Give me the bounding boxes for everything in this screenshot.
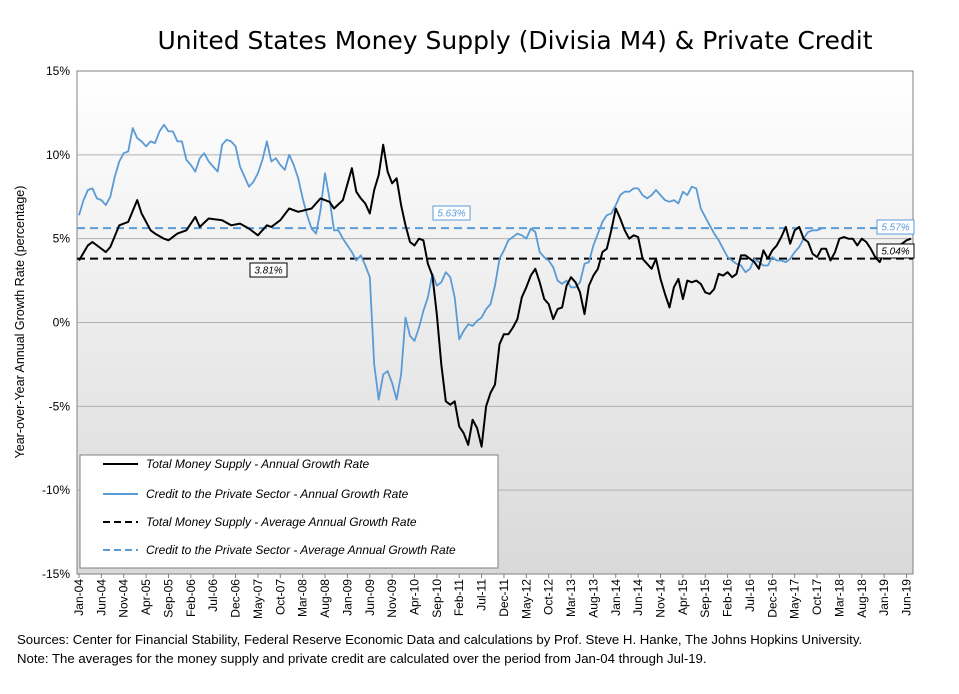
x-tick-label: Apr-10 (407, 579, 421, 615)
legend: Total Money Supply - Annual Growth Rate C… (79, 454, 499, 569)
x-tick-label: Mar-18 (832, 579, 846, 617)
average-labels: 5.63% 3.81% 5.57% 5.04% (249, 205, 915, 278)
money-average-label-box (249, 262, 288, 278)
y-tick-label: -15% (42, 567, 70, 581)
x-tick-label: Jun-09 (363, 579, 377, 616)
x-tick-label: Feb-06 (184, 579, 198, 617)
x-tick-label: Oct-07 (273, 579, 287, 615)
legend-box (79, 454, 499, 569)
legend-label: Credit to the Private Sector - Average A… (146, 543, 456, 557)
note-text: Note: The averages for the money supply … (17, 651, 707, 666)
credit-average-label-text: 5.63% (437, 209, 465, 220)
x-tick-label: May-17 (788, 579, 802, 619)
x-tick-label: Feb-11 (452, 579, 466, 616)
x-tick-label: Sep-05 (161, 579, 175, 618)
sources-text: Sources: Center for Financial Stability,… (17, 632, 863, 647)
y-tick-label: 15% (46, 64, 70, 78)
x-tick-label: May-07 (251, 579, 265, 619)
footer: Sources: Center for Financial Stability,… (17, 630, 862, 668)
money-average-label: 3.81% (249, 262, 288, 278)
x-tick-label: Apr-15 (676, 579, 690, 615)
y-tick-label: -10% (42, 483, 70, 497)
x-tick-label: Dec-06 (229, 579, 243, 618)
chart-title: United States Money Supply (Divisia M4) … (157, 26, 872, 55)
money-end-label: 5.04% (876, 243, 915, 259)
x-tick-label: Sep-10 (430, 579, 444, 618)
x-tick-label: Nov-09 (385, 579, 399, 618)
legend-label: Total Money Supply - Annual Growth Rate (146, 457, 370, 471)
x-tick-label: Jun-19 (900, 579, 914, 616)
y-tick-label: -5% (49, 399, 71, 413)
x-tick-label: Feb-16 (721, 579, 735, 617)
x-tick-label: Mar-13 (564, 579, 578, 617)
x-tick-label: Oct-12 (542, 579, 556, 615)
legend-label: Total Money Supply - Average Annual Grow… (146, 515, 417, 529)
y-tick-label: 0% (53, 316, 71, 330)
x-tick-label: Aug-13 (586, 579, 600, 618)
money-end-label-box (876, 243, 915, 259)
x-tick-label: Jun-04 (94, 579, 108, 616)
credit-average-label: 5.63% (432, 205, 471, 221)
x-tick-label: Mar-08 (296, 579, 310, 617)
x-tick-label: Sep-15 (698, 579, 712, 618)
x-tick-label: Jan-19 (877, 579, 891, 616)
x-tick-label: Jan-09 (340, 579, 354, 616)
x-tick-label: Jan-14 (609, 579, 623, 616)
x-tick-label: Nov-14 (654, 579, 668, 618)
credit-end-label: 5.57% (876, 219, 915, 235)
x-tick-label: Jul-06 (206, 579, 220, 612)
x-tick-label: Aug-08 (318, 579, 332, 618)
credit-end-label-box (876, 219, 915, 235)
x-tick-label: Oct-17 (810, 579, 824, 615)
credit-end-label-text: 5.57% (881, 223, 909, 234)
x-tick-label: Apr-05 (139, 579, 153, 615)
private-credit-growth-line (78, 123, 822, 401)
x-axis: Jan-04 Jun-04 Nov-04 Apr-05 Sep-05 Feb-06 Jul-… (72, 574, 914, 619)
x-tick-label: Nov-04 (117, 579, 131, 618)
x-tick-label: Jan-04 (72, 579, 86, 616)
y-tick-label: 5% (53, 232, 71, 246)
credit-average-label-box (432, 205, 471, 221)
money-end-label-text: 5.04% (881, 247, 909, 258)
y-axis: -15% -10% -5% 0% 5% 10% 15% (42, 64, 70, 581)
x-tick-label: Dec-11 (497, 579, 511, 617)
money-supply-growth-line (78, 143, 912, 448)
money-average-label-text: 3.81% (254, 266, 282, 277)
x-tick-label: Jul-11 (475, 579, 489, 611)
y-tick-label: 10% (46, 148, 70, 162)
x-tick-label: Dec-16 (765, 579, 779, 618)
x-tick-label: Jun-14 (631, 579, 645, 616)
legend-label: Credit to the Private Sector - Annual Gr… (146, 487, 409, 501)
x-tick-label: Jul-16 (743, 579, 757, 612)
series-layer (77, 123, 913, 448)
y-axis-title: Year-over-Year Annual Growth Rate (perce… (13, 186, 27, 459)
x-tick-label: Aug-18 (855, 579, 869, 618)
x-tick-label: May-12 (519, 579, 533, 619)
